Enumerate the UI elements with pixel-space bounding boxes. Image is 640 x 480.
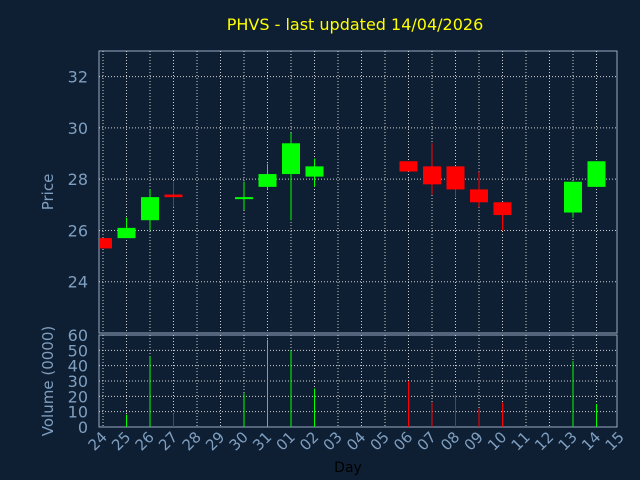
x-tick-label: 14 (578, 428, 604, 454)
candle-body (470, 189, 488, 203)
volume-axis-label: Volume (0000) (39, 326, 57, 436)
x-tick-label: 01 (273, 428, 299, 454)
candle-body (164, 194, 183, 198)
x-tick-label: 28 (179, 428, 205, 454)
candle-body (235, 197, 253, 200)
price-tick-label: 26 (68, 221, 88, 240)
volume-tick-label: 20 (68, 387, 88, 406)
x-tick-label: 30 (226, 428, 252, 454)
candle-body (117, 227, 136, 239)
price-tick-label: 30 (68, 119, 88, 138)
x-tick-label: 25 (108, 428, 134, 454)
candle-body (423, 166, 441, 185)
x-tick-label: 24 (85, 428, 111, 454)
candle-body (258, 174, 277, 187)
price-tick-label: 32 (68, 68, 88, 87)
x-tick-label: 05 (367, 428, 393, 454)
volume-tick-label: 30 (68, 372, 88, 391)
chart-title: PHVS - last updated 14/04/2026 (227, 15, 484, 34)
x-tick-label: 27 (155, 428, 181, 454)
x-tick-label: 31 (249, 428, 275, 454)
x-tick-label: 13 (555, 428, 581, 454)
x-tick-label: 09 (461, 428, 487, 454)
x-tick-label: 26 (132, 428, 158, 454)
candle-body (282, 143, 300, 175)
x-axis-label: Day (334, 460, 362, 476)
volume-tick-label: 40 (68, 357, 88, 376)
volume-tick-label: 60 (68, 326, 88, 345)
price-plot-frame (98, 50, 618, 334)
candle-body (564, 181, 582, 213)
candle-body (446, 166, 465, 190)
x-tick-label: 03 (320, 428, 346, 454)
candle-body (587, 161, 606, 187)
price-axis-label: Price (39, 174, 57, 211)
x-tick-label: 08 (437, 428, 463, 454)
candle-body (493, 202, 512, 216)
price-panel: 24 26 28 30 32 (68, 50, 618, 334)
price-tick-label: 28 (68, 170, 88, 189)
x-axis-ticks: 2425262728293031010203040506070809101112… (85, 428, 628, 454)
price-ticks: 24 26 28 30 32 (68, 68, 88, 292)
x-tick-label: 10 (484, 428, 510, 454)
candle-body (399, 161, 418, 172)
x-tick-label: 15 (602, 428, 628, 454)
x-tick-label: 04 (343, 428, 369, 454)
x-tick-label: 11 (508, 428, 534, 454)
candles (100, 133, 606, 249)
x-tick-label: 06 (390, 428, 416, 454)
price-tick-label: 24 (68, 273, 88, 292)
candle-body (305, 166, 324, 177)
volume-bars (126, 339, 597, 427)
price-grid (99, 51, 617, 333)
volume-grid (99, 335, 617, 427)
candle-body (141, 197, 159, 221)
volume-tick-label: 50 (68, 341, 88, 360)
x-tick-label: 12 (531, 428, 557, 454)
x-tick-label: 02 (296, 428, 322, 454)
candle-body (100, 238, 112, 249)
volume-tick-label: 10 (68, 403, 88, 422)
x-tick-label: 07 (414, 428, 440, 454)
x-tick-label: 29 (202, 428, 228, 454)
volume-tick-label: 0 (78, 418, 88, 437)
